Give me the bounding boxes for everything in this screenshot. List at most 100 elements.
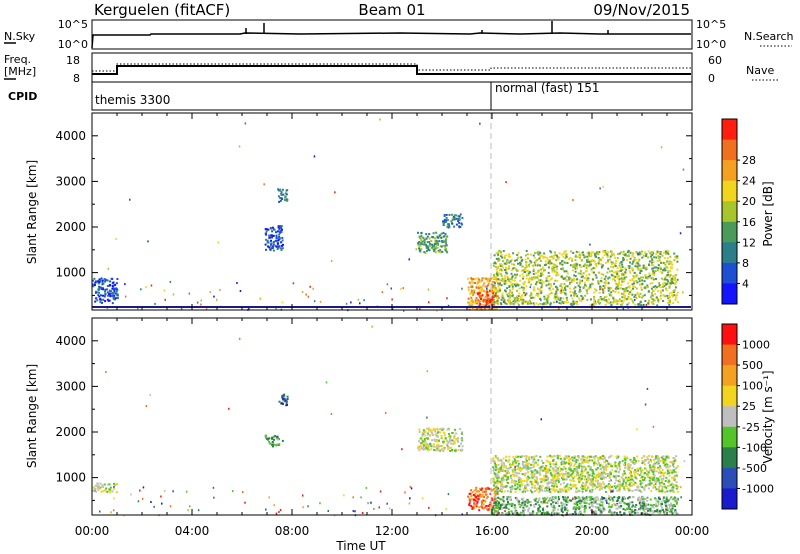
cpid-mode-2: normal (fast) 151	[495, 81, 599, 95]
echo-cell	[555, 265, 558, 268]
echo-cell	[496, 479, 499, 482]
echo-cell	[422, 446, 425, 449]
echo-cell	[641, 513, 644, 516]
echo-speck	[643, 303, 645, 306]
echo-cell	[594, 499, 597, 502]
echo-cell	[536, 511, 539, 514]
echo-cell	[671, 488, 674, 491]
echo-cell	[467, 495, 470, 498]
echo-cell	[533, 296, 536, 299]
echo-speck	[292, 282, 295, 285]
echo-cell	[599, 477, 602, 480]
echo-cell	[601, 501, 604, 504]
echo-cell	[572, 269, 574, 272]
colorbar-swatch	[722, 344, 737, 366]
echo-cell	[515, 461, 518, 464]
echo-cell	[614, 464, 617, 467]
echo-cell	[92, 486, 95, 489]
echo-speck	[327, 510, 329, 512]
echo-cell	[666, 468, 669, 471]
echo-cell	[667, 252, 669, 255]
echo-cell	[662, 459, 665, 462]
echo-cell	[572, 300, 575, 303]
echo-cell	[629, 279, 632, 282]
echo-speck	[278, 511, 280, 513]
echo-cell	[477, 495, 480, 498]
echo-cell	[621, 263, 624, 266]
echo-cell	[574, 501, 577, 504]
colorbar-swatch	[722, 160, 737, 182]
echo-cell	[515, 455, 517, 458]
echo-cell	[581, 500, 584, 503]
echo-cell	[659, 467, 662, 470]
echo-cell	[600, 511, 603, 514]
echo-cell	[653, 474, 656, 477]
echo-cell	[657, 477, 660, 480]
echo-cell	[603, 296, 606, 299]
echo-cell	[621, 296, 624, 299]
echo-speck	[265, 508, 267, 511]
echo-cell	[661, 458, 664, 461]
echo-cell	[662, 269, 665, 271]
echo-cell	[643, 294, 646, 297]
echo-cell	[658, 485, 661, 488]
echo-cell	[623, 470, 626, 473]
echo-cell	[525, 461, 528, 464]
echo-cell	[603, 483, 606, 486]
echo-cell	[552, 256, 555, 259]
echo-cell	[619, 468, 622, 471]
colorbar-swatch	[722, 406, 737, 428]
echo-cell	[637, 259, 640, 262]
echo-cell	[652, 289, 655, 292]
echo-cell	[571, 291, 574, 294]
echo-cell	[279, 197, 282, 199]
echo-cell	[651, 504, 654, 507]
echo-cell	[562, 255, 565, 258]
echo-cell	[580, 294, 583, 297]
echo-cell	[622, 295, 625, 298]
echo-cell	[636, 473, 639, 475]
echo-cell	[657, 255, 660, 258]
echo-cell	[557, 273, 560, 276]
echo-cell	[639, 480, 642, 483]
echo-cell	[606, 253, 609, 256]
echo-cell	[628, 496, 631, 499]
echo-cell	[432, 427, 435, 430]
echo-cell	[664, 480, 667, 482]
echo-cell	[573, 464, 576, 467]
echo-cell	[556, 502, 559, 505]
echo-cell	[473, 291, 476, 294]
echo-cell	[662, 477, 665, 480]
echo-cell	[519, 262, 522, 265]
echo-cell	[453, 442, 456, 445]
echo-cell	[522, 298, 525, 301]
echo-cell	[577, 455, 580, 458]
echo-cell	[556, 475, 559, 478]
echo-cell	[504, 505, 507, 508]
echo-cell	[618, 489, 621, 492]
colorbar-frame	[721, 118, 738, 305]
colorbar-swatch	[722, 180, 737, 202]
echo-cell	[599, 297, 602, 299]
echo-cell	[519, 279, 522, 282]
echo-speck	[147, 240, 149, 243]
echo-cell	[653, 274, 656, 277]
echo-cell	[605, 299, 608, 302]
echo-cell	[600, 474, 603, 477]
echo-cell	[495, 252, 498, 255]
echo-cell	[607, 502, 610, 505]
echo-cell	[653, 485, 655, 488]
echo-cell	[425, 245, 428, 248]
echo-cell	[450, 449, 453, 452]
echo-cell	[494, 455, 497, 458]
echo-cell	[529, 277, 532, 280]
echo-cell	[666, 257, 669, 260]
echo-cell	[659, 267, 662, 270]
echo-cell	[664, 269, 667, 272]
echo-cell	[503, 277, 506, 280]
echo-cell	[442, 440, 445, 443]
echo-cell	[104, 288, 107, 291]
echo-cell	[273, 438, 275, 441]
echo-cell	[500, 463, 503, 466]
echo-cell	[599, 476, 602, 479]
